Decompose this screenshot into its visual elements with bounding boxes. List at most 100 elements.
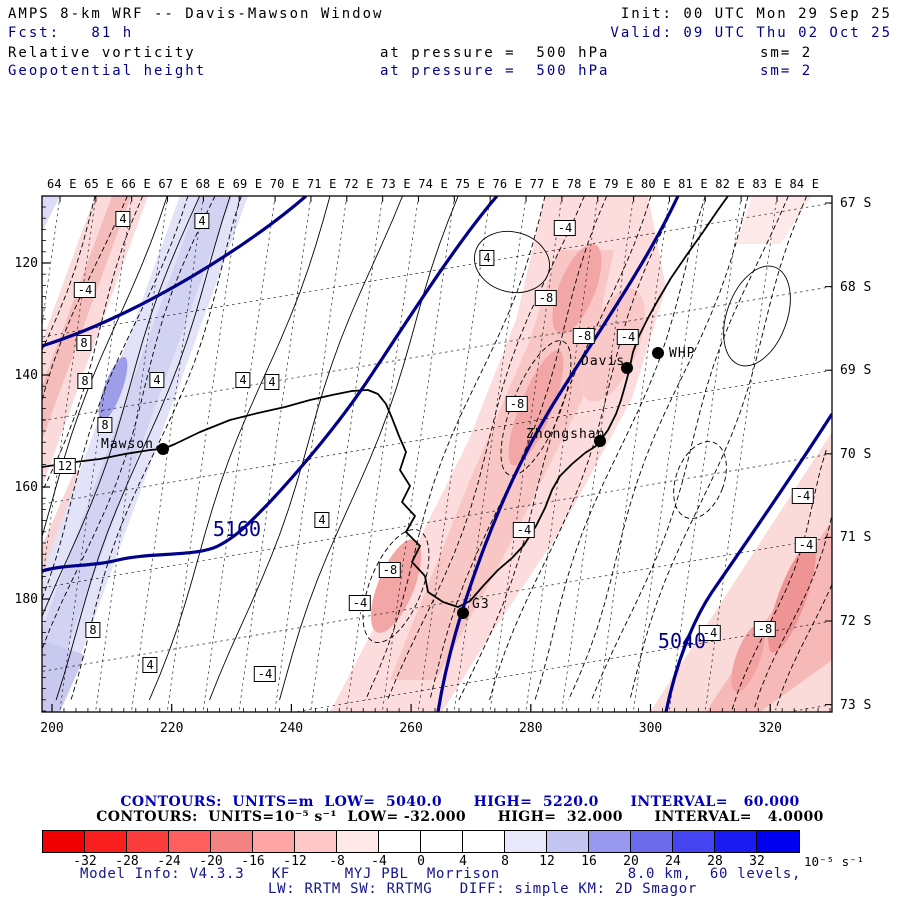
colorbar-unit: 10⁻⁵ s⁻¹	[804, 854, 865, 869]
contour-value-box: -8	[753, 621, 777, 637]
colorbar-tick: 8	[501, 854, 509, 869]
station-label: WHP	[669, 346, 696, 361]
colorbar-tick: -12	[283, 854, 307, 869]
colorbar-tick: 16	[581, 854, 597, 869]
contour-value-box: -4	[616, 329, 640, 345]
contour-value-box: 4	[142, 657, 158, 673]
field1-pressure: at pressure = 500 hPa	[380, 45, 610, 61]
colorbar-cell	[589, 831, 631, 852]
contour-value-box: -8	[534, 290, 558, 306]
contour-value-box: 8	[97, 417, 113, 433]
colorbar-tick: -4	[371, 854, 387, 869]
gridpoint-label-bottom: 300	[638, 721, 663, 736]
field2-pressure: at pressure = 500 hPa	[380, 63, 610, 79]
station-label: G3	[472, 597, 490, 612]
vorticity-colorbar	[42, 830, 800, 853]
colorbar-cell	[505, 831, 547, 852]
field1-name: Relative vorticity	[8, 45, 196, 61]
lat-label: 70 S	[840, 446, 872, 462]
contour-value-box: -8	[378, 562, 402, 578]
contour-value-box: 8	[85, 622, 101, 638]
contour-value-box: 4	[235, 372, 251, 388]
lat-label: 69 S	[840, 363, 872, 379]
contour-value-box: -4	[512, 522, 536, 538]
model-info-line1: Model Info: V4.3.3 KF MYJ PBL Morrison 8…	[80, 866, 802, 882]
gridpoint-label-left: 120	[14, 256, 38, 271]
colorbar-cell	[43, 831, 85, 852]
contour-value-box: -4	[253, 666, 277, 682]
colorbar-cell	[169, 831, 211, 852]
colorbar-tick: -20	[199, 854, 223, 869]
contour-value-box: 4	[264, 374, 280, 390]
colorbar-cell	[715, 831, 757, 852]
gridpoint-label-left: 160	[14, 480, 38, 495]
contour-value-box: 12	[53, 458, 77, 474]
contour-value-box: -4	[348, 595, 372, 611]
lat-label: 71 S	[840, 530, 872, 546]
colorbar-tick: 20	[623, 854, 639, 869]
colorbar-cell	[421, 831, 463, 852]
contour-value-box: -4	[553, 220, 577, 236]
init-time: Init: 00 UTC Mon 29 Sep 25	[620, 6, 892, 22]
contour-value-box: 4	[115, 211, 131, 227]
contour-value-box: 4	[194, 213, 210, 229]
colorbar-cell	[463, 831, 505, 852]
colorbar-cell	[127, 831, 169, 852]
colorbar-cell	[547, 831, 589, 852]
station-dot	[157, 443, 169, 455]
valid-time: Valid: 09 UTC Thu 02 Oct 25	[610, 25, 892, 41]
field2-name: Geopotential height	[8, 63, 207, 79]
colorbar-tick: -32	[73, 854, 97, 869]
colorbar-cell	[631, 831, 673, 852]
colorbar-tick: -24	[157, 854, 181, 869]
legend-vorticity-contours: CONTOURS: UNITS=10⁻⁵ s⁻¹ LOW= -32.000 HI…	[96, 809, 824, 825]
colorbar-cell	[379, 831, 421, 852]
contour-value-box: -4	[698, 625, 722, 641]
contour-value-box: 4	[479, 250, 495, 266]
colorbar-tick: 28	[707, 854, 723, 869]
colorbar-tick: 0	[417, 854, 425, 869]
station-label: Davis	[581, 354, 626, 369]
colorbar-tick: -8	[329, 854, 345, 869]
field1-smooth: sm= 2	[760, 45, 813, 61]
colorbar-cell	[253, 831, 295, 852]
contour-value-box: -4	[791, 488, 815, 504]
colorbar-tick: 32	[749, 854, 765, 869]
station-label: Mawson	[101, 437, 154, 452]
station-dot	[621, 362, 633, 374]
gridpoint-label-bottom: 260	[399, 721, 423, 736]
colorbar-cell	[295, 831, 337, 852]
contour-value-box: 4	[314, 512, 330, 528]
lat-label: 72 S	[840, 614, 872, 629]
station-dot	[594, 435, 606, 447]
gridpoint-label-bottom: 320	[758, 721, 782, 736]
colorbar-cell	[673, 831, 715, 852]
gridpoint-label-bottom: 200	[40, 721, 64, 736]
model-info-line2: LW: RRTM SW: RRTMG DIFF: simple KM: 2D S…	[268, 881, 698, 897]
gridpoint-label-left: 180	[14, 592, 38, 607]
lat-label: 68 S	[840, 279, 872, 295]
station-dot	[652, 347, 664, 359]
contour-value-box: 4	[149, 372, 165, 388]
field2-smooth: sm= 2	[760, 63, 813, 79]
contour-value-box: -4	[73, 282, 97, 298]
gridpoint-label-left: 140	[14, 368, 38, 383]
contour-value-box: 8	[77, 373, 93, 389]
colorbar-cell	[85, 831, 127, 852]
plot-title: AMPS 8-km WRF -- Davis-Mawson Window	[8, 6, 384, 22]
contour-value-box: -4	[794, 537, 818, 553]
station-label: Zhongshan	[526, 427, 606, 442]
forecast-hour: Fcst: 81 h	[8, 25, 134, 41]
station-dot	[457, 607, 469, 619]
colorbar-tick: 24	[665, 854, 681, 869]
contour-value-box: -8	[572, 328, 596, 344]
contour-value-box: 8	[76, 335, 92, 351]
contour-value-box: -8	[505, 396, 529, 412]
top-axis-longitudes: 64 E 65 E 66 E 67 E 68 E 69 E 70 E 71 E …	[47, 177, 820, 191]
lat-label: 73 S	[840, 697, 872, 713]
gridpoint-label-bottom: 220	[159, 721, 184, 736]
colorbar-cell	[757, 831, 799, 852]
legend-height-contours: CONTOURS: UNITS=m LOW= 5040.0 HIGH= 5220…	[120, 794, 800, 810]
